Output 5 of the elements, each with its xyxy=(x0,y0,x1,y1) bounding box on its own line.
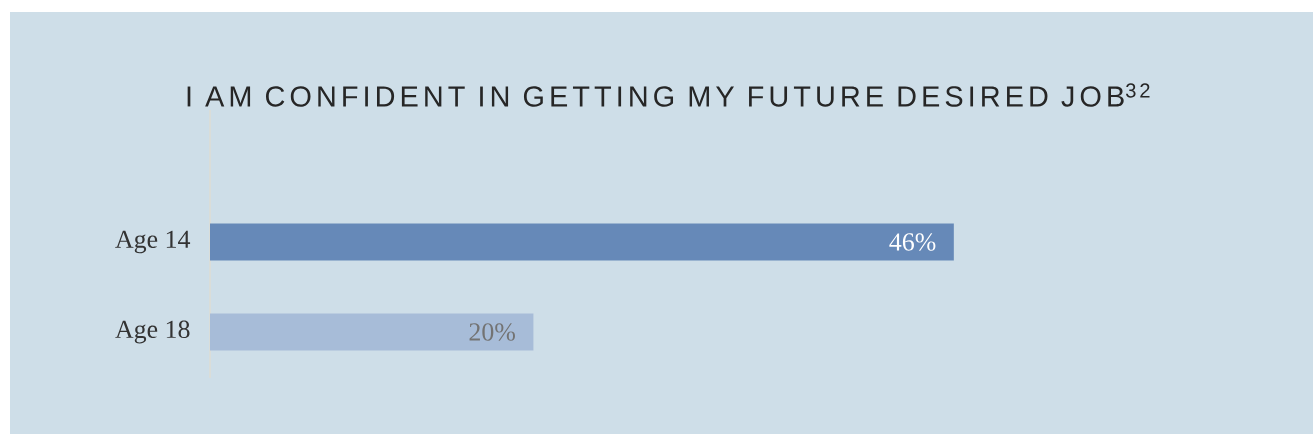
data-label: 20% xyxy=(469,323,515,341)
data-label: 46% xyxy=(889,233,936,251)
y-tick-label: Age 18 xyxy=(115,320,190,344)
chart-title: I AM CONFIDENT IN GETTING MY FUTURE DESIRED JOB$^{32}$ xyxy=(187,83,1150,107)
y-tick-label: Age 14 xyxy=(115,230,191,254)
